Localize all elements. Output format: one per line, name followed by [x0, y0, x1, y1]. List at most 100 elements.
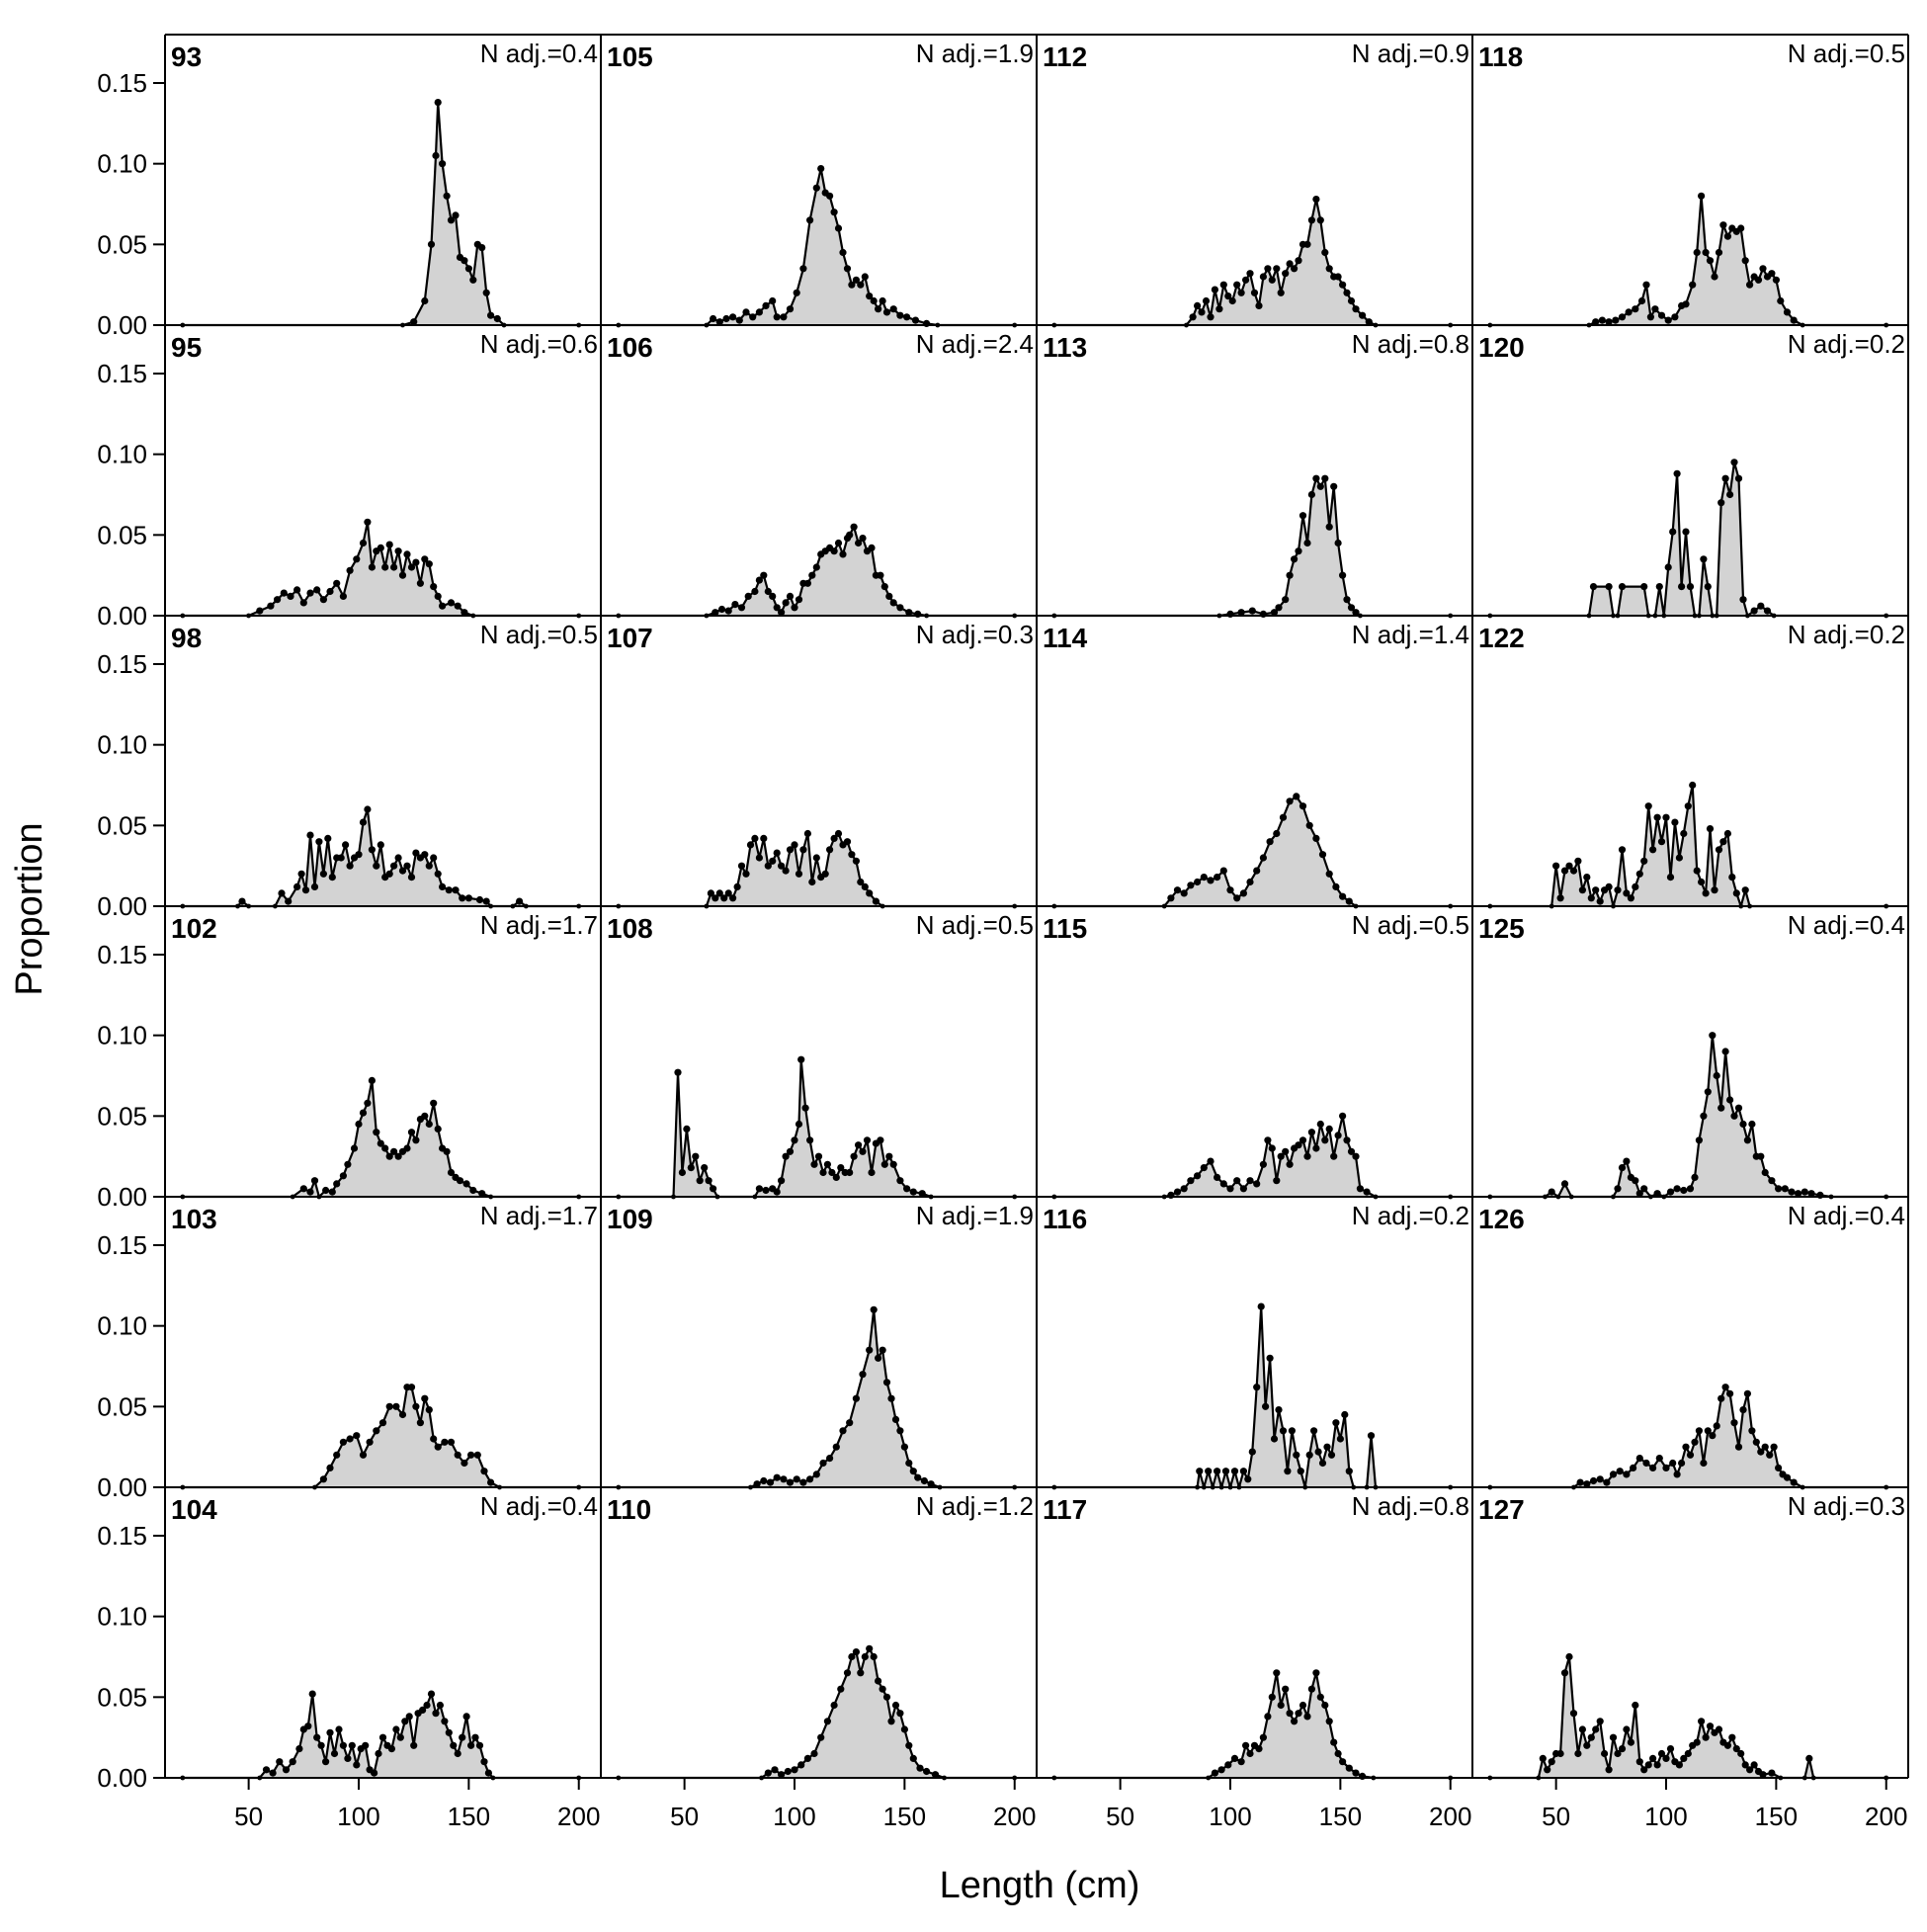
- panel-112-point-2: [1189, 313, 1197, 321]
- panel-112-point-16: [1250, 289, 1259, 296]
- panel-105-point-17: [806, 216, 814, 224]
- panel-117-point-31: [1352, 1769, 1360, 1777]
- panel-105-point-2: [710, 314, 717, 323]
- panel-104-area: [182, 1694, 579, 1778]
- panel-127-point-38: [1698, 1718, 1706, 1725]
- panel-122-point-19: [1627, 894, 1634, 902]
- panel-98-point-41: [445, 886, 453, 894]
- panel-127-point-47: [1737, 1749, 1745, 1758]
- panel-113-point-16: [1316, 482, 1324, 490]
- panel-98: 98 N adj.=0.5: [171, 620, 598, 909]
- panel-93-point-9: [447, 216, 456, 224]
- x-axis-title: Length (cm): [940, 1865, 1140, 1906]
- panel-108-label: 108: [607, 913, 653, 944]
- panel-110-point-21: [875, 1677, 882, 1685]
- panel-116-point-4: [1205, 1468, 1213, 1475]
- panel-103-point-4: [333, 1451, 341, 1459]
- panel-126-point-8: [1616, 1468, 1624, 1475]
- panel-112-point-19: [1264, 265, 1272, 273]
- panel-125-point-17: [1666, 1188, 1675, 1196]
- panel-102-point-21: [394, 1152, 402, 1160]
- panel-126-point-28: [1721, 1384, 1729, 1391]
- panel-122-point-11: [1592, 886, 1600, 894]
- x-tick-label-c1-0: 50: [670, 1802, 699, 1831]
- panel-112-point-25: [1291, 265, 1299, 273]
- panel-98-point-46: [482, 897, 490, 905]
- panel-108-point-6: [692, 1152, 700, 1160]
- panel-105-point-9: [755, 308, 764, 316]
- panel-108-point-40: [877, 1136, 884, 1144]
- panel-95-point-36: [447, 599, 456, 607]
- panel-108-point-35: [855, 1141, 863, 1149]
- panel-95: 95 N adj.=0.6: [171, 329, 598, 619]
- panel-95-point-26: [398, 571, 407, 579]
- panel-108-point-4: [683, 1125, 691, 1133]
- panel-127-point-29: [1657, 1749, 1666, 1758]
- panel-126-point-6: [1603, 1478, 1611, 1486]
- panel-125-point-18: [1673, 1185, 1681, 1193]
- panel-127-point-6: [1556, 1749, 1564, 1758]
- panel-103-point-17: [412, 1402, 420, 1410]
- panel-116-point-30: [1318, 1459, 1327, 1468]
- panel-120-point-10: [1655, 583, 1663, 591]
- panel-103-point-20: [425, 1406, 433, 1414]
- panel-126-point-11: [1635, 1455, 1643, 1463]
- panel-107-point-22: [795, 870, 803, 878]
- panel-108-point-8: [701, 1164, 709, 1172]
- panel-110-point-5: [784, 1767, 792, 1776]
- panel-105-point-21: [826, 192, 834, 200]
- panel-126-point-43: [1790, 1478, 1798, 1486]
- panel-102-point-37: [469, 1186, 477, 1195]
- panel-102-point-30: [434, 1125, 442, 1133]
- panel-118-point-37: [1772, 276, 1780, 284]
- panel-116-note: N adj.=0.2: [1352, 1201, 1469, 1230]
- panel-109-point-31: [920, 1476, 929, 1485]
- panel-107-point-33: [843, 838, 852, 846]
- panel-102-point-10: [344, 1160, 352, 1168]
- x-tick-label-c1-2: 150: [883, 1802, 926, 1831]
- panel-106-point-8: [751, 587, 759, 596]
- panel-112-point-10: [1224, 293, 1232, 300]
- panel-125-point-29: [1726, 1096, 1734, 1104]
- panel-113-point-12: [1299, 512, 1307, 520]
- panel-102-point-12: [355, 1120, 363, 1129]
- panel-104-point-9: [304, 1722, 312, 1730]
- panel-120-point-32: [1757, 602, 1765, 610]
- panel-118-point-13: [1657, 311, 1666, 319]
- panel-127-point-30: [1662, 1754, 1670, 1762]
- panel-126-area: [1489, 1386, 1886, 1487]
- panel-120-point-27: [1730, 459, 1738, 466]
- panel-114-area: [1053, 796, 1451, 906]
- panel-126-point-25: [1709, 1432, 1717, 1440]
- panel-106-point-35: [868, 544, 876, 552]
- panel-127-point-15: [1596, 1718, 1604, 1725]
- panel-109-point-4: [766, 1478, 775, 1486]
- panel-108-point-44: [896, 1177, 904, 1185]
- panel-108-point-10: [710, 1185, 717, 1193]
- panel-112-point-28: [1303, 240, 1311, 248]
- panel-102-point-15: [368, 1076, 376, 1084]
- panel-108-area: [618, 1059, 1015, 1197]
- y-tick-label-r4-1: 0.05: [97, 1391, 147, 1421]
- panel-126-point-13: [1649, 1464, 1657, 1471]
- panel-98-note: N adj.=0.5: [480, 620, 598, 649]
- panel-116-point-13: [1244, 1475, 1252, 1483]
- panel-127-point-24: [1635, 1758, 1643, 1766]
- panel-110-point-19: [866, 1644, 874, 1652]
- panel-115-point-17: [1264, 1136, 1272, 1144]
- panel-120-point-16: [1682, 528, 1690, 536]
- panel-109-point-7: [786, 1478, 795, 1486]
- panel-95-point-24: [390, 563, 398, 571]
- panel-113-point-24: [1352, 609, 1360, 617]
- panel-107-point-14: [760, 834, 768, 843]
- panel-112-point-23: [1282, 270, 1290, 278]
- panel-125-point-4: [1560, 1180, 1569, 1188]
- panel-107-label: 107: [607, 623, 653, 653]
- panel-113-point-21: [1339, 571, 1347, 579]
- panel-114-point-8: [1207, 877, 1215, 884]
- panel-104-point-31: [401, 1718, 409, 1725]
- panel-93-label: 93: [171, 42, 202, 72]
- panel-107-point-9: [737, 862, 746, 870]
- panel-117-note: N adj.=0.8: [1352, 1491, 1469, 1521]
- panel-106-point-32: [855, 539, 863, 547]
